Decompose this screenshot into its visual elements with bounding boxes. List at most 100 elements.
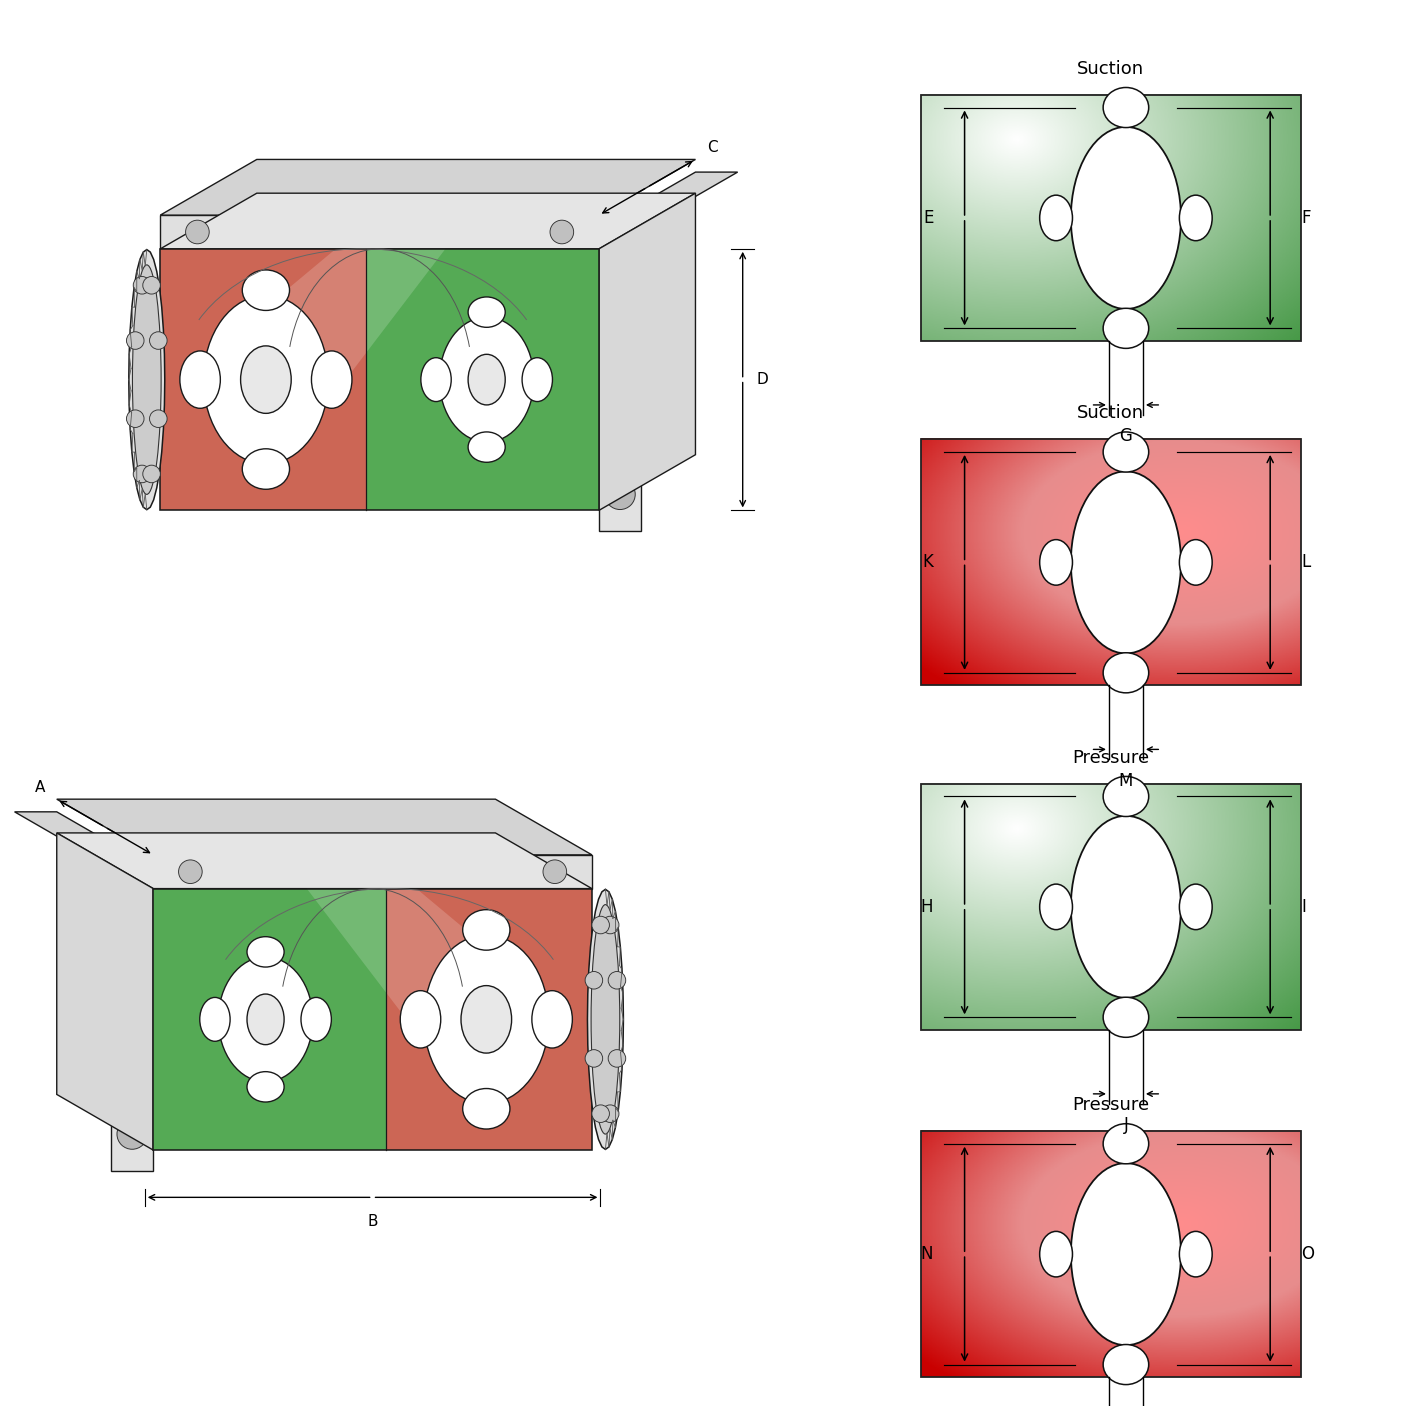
Circle shape [134, 465, 150, 482]
Circle shape [127, 332, 143, 349]
Ellipse shape [605, 479, 636, 509]
Ellipse shape [522, 357, 553, 402]
Text: H: H [921, 898, 934, 915]
Text: M: M [1119, 772, 1133, 790]
Circle shape [186, 221, 209, 243]
Text: G: G [1119, 427, 1132, 446]
Text: I: I [1302, 898, 1306, 915]
Circle shape [585, 1050, 603, 1067]
Ellipse shape [1071, 815, 1181, 998]
Ellipse shape [200, 997, 231, 1042]
Circle shape [149, 332, 167, 349]
Polygon shape [599, 193, 696, 510]
Ellipse shape [463, 910, 510, 950]
Ellipse shape [1104, 432, 1149, 472]
Ellipse shape [1180, 1232, 1212, 1277]
Polygon shape [56, 832, 592, 889]
Ellipse shape [1039, 540, 1073, 585]
Circle shape [143, 277, 160, 294]
Polygon shape [56, 832, 153, 1150]
Polygon shape [599, 172, 738, 228]
Polygon shape [387, 889, 592, 1150]
Polygon shape [153, 855, 592, 889]
Ellipse shape [1071, 471, 1181, 654]
Text: C: C [707, 141, 717, 155]
Polygon shape [160, 215, 599, 249]
Ellipse shape [468, 297, 505, 328]
Ellipse shape [1104, 652, 1149, 693]
Polygon shape [153, 889, 387, 1150]
Text: Pressure: Pressure [1073, 1095, 1149, 1114]
Ellipse shape [401, 991, 440, 1047]
Ellipse shape [1180, 195, 1212, 240]
Polygon shape [129, 250, 165, 509]
Ellipse shape [1104, 87, 1149, 128]
Ellipse shape [1180, 540, 1212, 585]
Circle shape [585, 972, 603, 988]
Circle shape [127, 411, 143, 427]
Ellipse shape [1180, 884, 1212, 929]
Ellipse shape [242, 449, 290, 489]
Circle shape [179, 860, 202, 883]
Ellipse shape [247, 994, 284, 1045]
Ellipse shape [247, 936, 284, 967]
Ellipse shape [1104, 776, 1149, 817]
Ellipse shape [461, 986, 512, 1053]
Polygon shape [56, 799, 592, 855]
Ellipse shape [591, 904, 620, 1135]
Ellipse shape [468, 354, 505, 405]
Text: D: D [756, 373, 769, 387]
Ellipse shape [301, 997, 332, 1042]
Ellipse shape [242, 270, 290, 311]
Circle shape [143, 465, 160, 482]
Bar [921, 96, 1301, 342]
Polygon shape [226, 249, 446, 392]
Bar [921, 785, 1301, 1029]
Polygon shape [307, 889, 526, 1032]
Ellipse shape [117, 890, 148, 920]
Text: B: B [367, 1215, 378, 1229]
Polygon shape [160, 249, 366, 510]
Text: A: A [35, 780, 45, 794]
Ellipse shape [1104, 1344, 1149, 1385]
Circle shape [543, 860, 567, 883]
Circle shape [550, 221, 574, 243]
Polygon shape [111, 868, 153, 1171]
Ellipse shape [312, 352, 352, 408]
Ellipse shape [218, 957, 312, 1081]
Ellipse shape [240, 346, 291, 413]
Ellipse shape [1104, 1123, 1149, 1164]
Ellipse shape [423, 935, 548, 1104]
Polygon shape [160, 193, 696, 249]
Polygon shape [14, 811, 153, 868]
Ellipse shape [463, 1088, 510, 1129]
Polygon shape [588, 890, 623, 1149]
Ellipse shape [1071, 127, 1181, 309]
Polygon shape [366, 249, 599, 510]
Circle shape [134, 277, 150, 294]
Ellipse shape [180, 352, 221, 408]
Bar [921, 439, 1301, 686]
Text: Pressure: Pressure [1073, 748, 1149, 766]
Ellipse shape [605, 250, 636, 280]
Ellipse shape [1071, 1163, 1181, 1346]
Text: F: F [1302, 209, 1310, 226]
Ellipse shape [1039, 1232, 1073, 1277]
Text: J: J [1123, 1116, 1129, 1135]
Ellipse shape [420, 357, 451, 402]
Circle shape [602, 1105, 619, 1122]
Ellipse shape [1039, 195, 1073, 240]
Polygon shape [160, 159, 696, 215]
Bar [921, 1130, 1301, 1378]
Ellipse shape [117, 1119, 148, 1149]
Text: E: E [922, 209, 934, 226]
Ellipse shape [1104, 308, 1149, 349]
Text: Suction: Suction [1077, 59, 1144, 77]
Circle shape [609, 972, 626, 988]
Circle shape [149, 411, 167, 427]
Ellipse shape [132, 264, 162, 495]
Text: K: K [922, 554, 934, 571]
Text: L: L [1302, 554, 1310, 571]
Ellipse shape [1104, 997, 1149, 1038]
Circle shape [602, 917, 619, 934]
